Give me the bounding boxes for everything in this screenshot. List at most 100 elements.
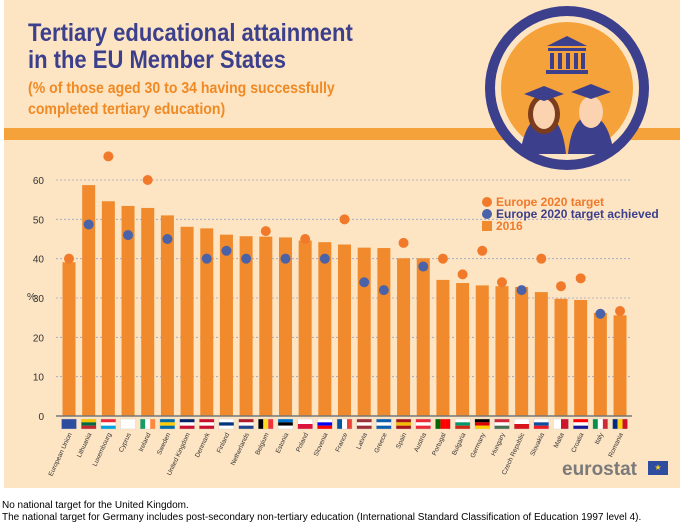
bar-croatia (574, 299, 588, 416)
x-tick-label: Latvia (355, 432, 369, 451)
bar-france (338, 244, 352, 416)
footnote-1: No national target for the United Kingdo… (2, 500, 189, 511)
flag-icon-united-kingdom (179, 418, 195, 430)
bar-slovakia (534, 292, 548, 416)
x-tick-label: Ireland (138, 432, 153, 453)
bar-european-union (62, 262, 76, 416)
y-tick-label: 30 (33, 294, 45, 305)
bar-netherlands (239, 236, 253, 416)
flag-icon-spain (395, 418, 412, 430)
bar-lithuania (82, 185, 96, 416)
target-marker-croatia (575, 273, 586, 284)
flag-icon-slovenia (317, 418, 333, 430)
flag-icon-denmark (199, 418, 215, 430)
achieved-marker-sweden (162, 234, 173, 244)
legend-2016-label: 2016 (496, 219, 523, 233)
bar-ireland (141, 207, 155, 416)
legend-achieved-marker (482, 209, 492, 219)
target-marker-malta (556, 281, 566, 292)
y-tick-label: 20 (33, 333, 45, 344)
x-tick-label: France (334, 432, 349, 454)
bar-finland (219, 234, 233, 416)
bar-belgium (259, 236, 273, 416)
target-marker-hungary (496, 277, 507, 288)
bar-germany (475, 285, 489, 416)
x-tick-label: Slovakia (529, 432, 546, 458)
achieved-marker-estonia (280, 253, 291, 264)
flag-icon-ireland (140, 418, 156, 430)
achieved-marker-austria (418, 261, 429, 272)
flag-icon-finland (218, 418, 235, 430)
graduates-emblem-icon (485, 6, 649, 170)
bar-latvia (357, 247, 371, 416)
bar-czech-republic (515, 286, 529, 416)
target-marker-portugal (437, 253, 448, 264)
x-tick-label: Greece (373, 432, 389, 455)
flag-icon-croatia (572, 418, 589, 430)
bar-romania (613, 315, 627, 416)
x-tick-label: Romania (608, 432, 626, 459)
flag-icon-slovakia (533, 418, 550, 430)
subtitle-line-2: completed tertiary education) (28, 101, 226, 118)
bar-italy (593, 312, 607, 416)
page-title: Tertiary educational attainment in the EU… (28, 20, 353, 74)
bar-bulgaria (456, 283, 470, 416)
x-tick-label: Lithuania (76, 432, 94, 459)
bar-malta (554, 298, 568, 416)
flag-icon-estonia (277, 418, 294, 430)
target-marker-bulgaria (457, 269, 468, 280)
flag-icon-netherlands (238, 418, 254, 430)
achieved-marker-netherlands (241, 253, 252, 264)
footnote-2: The national target for Germany includes… (2, 512, 642, 523)
x-tick-label: Hungary (490, 431, 507, 457)
flag-icon-portugal (435, 418, 451, 430)
target-marker-luxembourg (103, 151, 114, 162)
x-tick-label: Malta (553, 432, 566, 450)
achieved-marker-italy (595, 308, 606, 319)
target-marker-romania (615, 305, 626, 316)
flag-icon-poland (297, 418, 313, 430)
achieved-marker-cyprus (123, 230, 134, 241)
achieved-marker-latvia (359, 277, 370, 288)
title-line-1: Tertiary educational attainment (28, 19, 353, 47)
y-tick-label: 0 (38, 412, 44, 423)
university-building-icon (546, 36, 588, 74)
flag-icon-luxembourg (100, 418, 117, 430)
bar-slovenia (318, 242, 332, 416)
x-tick-label: Italy (594, 431, 606, 445)
target-marker-ireland (142, 175, 153, 185)
x-tick-label: Austria (413, 432, 428, 454)
flag-icon-lithuania (80, 418, 97, 430)
flag-icon-malta (553, 418, 569, 430)
bar-poland (298, 240, 312, 416)
x-tick-label: Denmark (194, 431, 212, 459)
achieved-marker-lithuania (83, 219, 94, 230)
x-tick-label: Portugal (431, 431, 448, 456)
bar-spain (397, 258, 411, 416)
target-marker-spain (398, 237, 409, 248)
legend-target-label: Europe 2020 target (496, 195, 604, 209)
flag-icon-france (336, 418, 353, 430)
achieved-marker-slovenia (319, 253, 330, 264)
legend-2016-marker (482, 221, 492, 231)
subtitle-line-1: (% of those aged 30 to 34 having success… (28, 80, 335, 97)
subtitle: (% of those aged 30 to 34 having success… (28, 78, 335, 120)
eu-flag-icon: ★ (648, 461, 668, 475)
bar-sweden (160, 215, 174, 416)
bar-hungary (495, 286, 509, 416)
bar-portugal (436, 279, 450, 416)
flag-icon-sweden (159, 418, 176, 430)
flag-icon-hungary (494, 418, 510, 430)
target-marker-germany (477, 245, 488, 256)
x-tick-label: Poland (295, 432, 310, 454)
flag-icon-belgium (258, 418, 274, 430)
eurostat-logo: eurostat (562, 459, 637, 480)
target-marker-poland (300, 234, 311, 244)
target-marker-slovakia (536, 253, 547, 264)
bar-estonia (278, 237, 292, 416)
flag-icon-cyprus (120, 418, 136, 430)
achieved-marker-finland (221, 245, 232, 256)
flag-icon-czech-republic (513, 418, 530, 430)
flag-icon-bulgaria (454, 418, 471, 430)
legend-target-marker (482, 197, 492, 207)
